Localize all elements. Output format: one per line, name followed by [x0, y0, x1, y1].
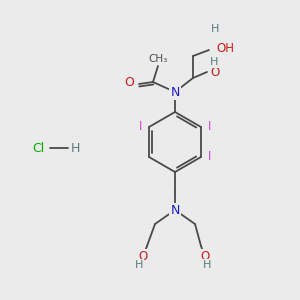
Text: H: H — [135, 260, 143, 270]
Text: I: I — [208, 151, 211, 164]
Text: N: N — [170, 85, 180, 98]
Text: I: I — [208, 121, 211, 134]
Text: O: O — [124, 76, 134, 89]
Text: CH₃: CH₃ — [148, 54, 168, 64]
Text: O: O — [200, 250, 210, 262]
Text: N: N — [170, 203, 180, 217]
Text: O: O — [138, 250, 148, 262]
Text: Cl: Cl — [32, 142, 44, 154]
Text: H: H — [211, 24, 219, 34]
Text: H: H — [203, 260, 211, 270]
Text: O: O — [210, 65, 219, 79]
Text: I: I — [139, 121, 142, 134]
Text: H: H — [210, 57, 218, 67]
Text: OH: OH — [216, 41, 234, 55]
Text: H: H — [70, 142, 80, 154]
